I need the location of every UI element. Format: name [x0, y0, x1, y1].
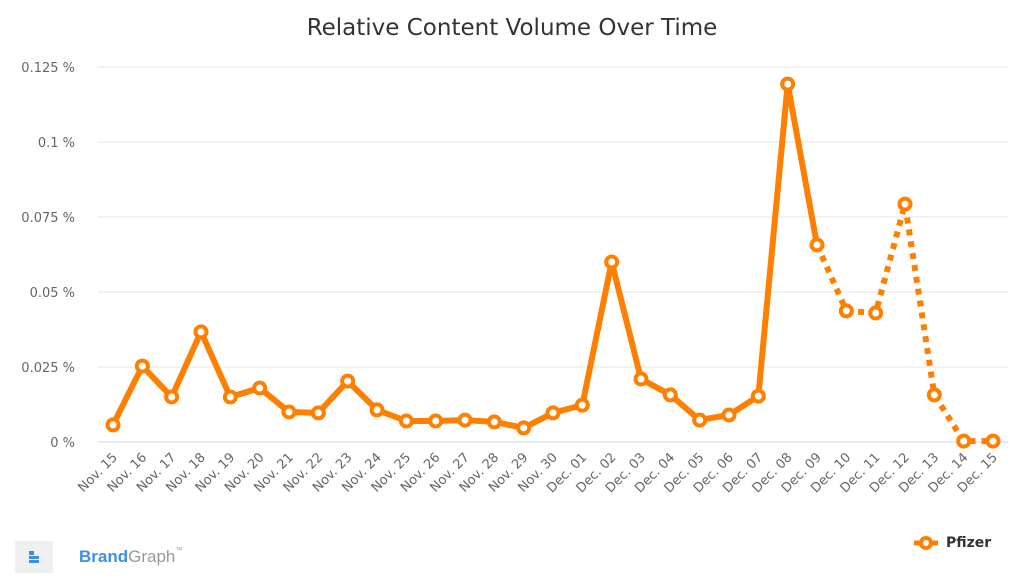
data-point-marker[interactable] — [369, 402, 385, 418]
series-line-solid — [110, 81, 820, 431]
data-point-marker[interactable] — [134, 358, 150, 374]
data-point-marker[interactable] — [281, 404, 297, 420]
data-point-marker[interactable] — [574, 397, 590, 413]
y-tick-label: 0 % — [50, 436, 75, 451]
data-point-marker[interactable] — [956, 433, 972, 449]
data-point-marker[interactable] — [428, 413, 444, 429]
chart-title: Relative Content Volume Over Time — [307, 15, 718, 41]
y-tick-label: 0.075 % — [21, 211, 75, 226]
data-point-marker[interactable] — [868, 305, 884, 321]
legend-marker-icon — [914, 536, 938, 550]
y-tick-label: 0.125 % — [21, 61, 75, 76]
legend-item-pfizer[interactable]: Pfizer — [914, 535, 991, 551]
data-point-marker[interactable] — [838, 303, 854, 319]
data-point-marker[interactable] — [926, 387, 942, 403]
data-point-marker[interactable] — [750, 388, 766, 404]
data-point-marker[interactable] — [222, 389, 238, 405]
data-point-marker[interactable] — [809, 237, 825, 253]
data-point-marker[interactable] — [897, 196, 913, 212]
grid-lines — [98, 66, 1008, 443]
brandgraph-logo: BrandGraph™ — [15, 541, 182, 573]
data-point-marker[interactable] — [164, 389, 180, 405]
data-point-marker[interactable] — [486, 414, 502, 430]
data-point-marker[interactable] — [985, 433, 1001, 449]
data-point-marker[interactable] — [310, 405, 326, 421]
data-point-marker[interactable] — [105, 417, 121, 433]
y-tick-label: 0.05 % — [30, 286, 75, 301]
series-line-dashed — [814, 203, 993, 445]
series-pfizer[interactable] — [105, 76, 1001, 449]
y-axis-labels: 0 % 0.025 % 0.05 % 0.075 % 0.1 % 0.125 % — [21, 61, 75, 451]
data-point-marker[interactable] — [545, 405, 561, 421]
data-point-marker[interactable] — [633, 371, 649, 387]
data-point-marker[interactable] — [721, 407, 737, 423]
data-point-marker[interactable] — [604, 254, 620, 270]
data-point-marker[interactable] — [340, 373, 356, 389]
brandgraph-icon — [15, 541, 53, 573]
data-point-marker[interactable] — [457, 412, 473, 428]
brandgraph-wordmark: BrandGraph™ — [79, 547, 183, 566]
data-point-marker[interactable] — [780, 76, 796, 92]
legend-label: Pfizer — [946, 535, 992, 551]
y-tick-label: 0.1 % — [38, 136, 75, 151]
data-point-marker[interactable] — [252, 380, 268, 396]
data-point-marker[interactable] — [193, 324, 209, 340]
data-point-marker[interactable] — [398, 413, 414, 429]
y-tick-label: 0.025 % — [21, 361, 75, 376]
data-point-marker[interactable] — [692, 412, 708, 428]
data-point-marker[interactable] — [662, 387, 678, 403]
data-point-marker[interactable] — [516, 420, 532, 436]
